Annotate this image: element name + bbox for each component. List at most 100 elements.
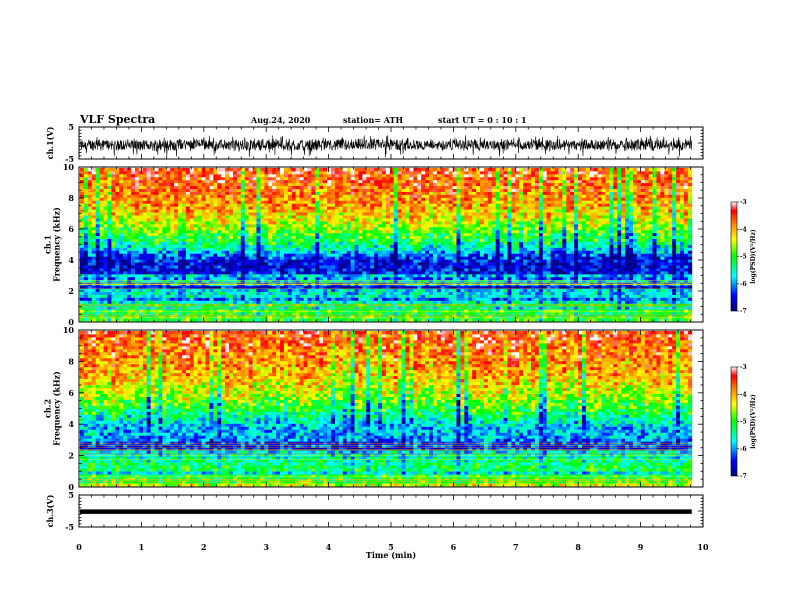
ch1-spectrogram-cell bbox=[574, 259, 579, 263]
ch1-spectrogram-cell bbox=[127, 232, 132, 237]
ch1-spectrogram-cell bbox=[448, 238, 453, 242]
ch1-spectrogram-cell bbox=[346, 265, 351, 269]
ch1-spectrogram-cell bbox=[483, 259, 489, 263]
ch1-spectrogram-cell bbox=[303, 259, 308, 263]
ch1-spectrogram-cell bbox=[91, 285, 97, 290]
ch1-spectrogram-cell bbox=[683, 291, 689, 295]
ch1-spectrogram-cell bbox=[574, 300, 579, 304]
ch1-spectrogram-cell bbox=[319, 303, 324, 307]
ch1-spectrogram-cell bbox=[142, 300, 148, 304]
ch1-spectrogram-cell bbox=[248, 315, 253, 319]
ch1-spectrogram-cell bbox=[668, 244, 673, 248]
ch1-spectrogram-cell bbox=[562, 270, 567, 275]
ch1-spectrogram-cell bbox=[452, 291, 457, 295]
ch1-spectrogram-cell bbox=[205, 291, 210, 295]
ch1-spectrogram-cell bbox=[668, 297, 673, 301]
ch1-spectrogram-cell bbox=[130, 288, 136, 292]
ch1-spectrogram-cell bbox=[534, 288, 540, 292]
ch1-spectrogram-cell bbox=[354, 285, 359, 290]
ch1-spectrogram-cell bbox=[676, 294, 681, 298]
ch1-spectrogram-cell bbox=[385, 315, 391, 319]
ch1-spectrogram-cell bbox=[334, 238, 340, 242]
ch1-spectrogram-cell bbox=[209, 235, 214, 240]
ch1-spectrogram-cell bbox=[495, 241, 501, 245]
ch1-spectrogram-cell bbox=[205, 279, 210, 284]
ch1-spectrogram-cell bbox=[672, 288, 677, 292]
ch1-spectrogram-cell bbox=[260, 273, 265, 278]
ch1-spectrogram-cell bbox=[519, 235, 524, 240]
ch1-spectrogram-cell bbox=[397, 232, 402, 237]
ch1-spectrogram-cell bbox=[158, 270, 163, 275]
ch1-spectrogram-cell bbox=[103, 256, 108, 260]
ch1-spectrogram-cell bbox=[334, 241, 340, 245]
ch1-spectrogram-cell bbox=[299, 294, 304, 298]
ch1-spectrogram-cell bbox=[456, 268, 461, 272]
ch1-spectrogram-cell bbox=[393, 312, 399, 316]
ch1-spectrogram-cell bbox=[613, 288, 618, 292]
ch1-spectrogram-cell bbox=[291, 256, 297, 260]
ch1-spectrogram-cell bbox=[452, 241, 457, 245]
ch1-spectrogram-cell bbox=[476, 309, 481, 313]
ch1-spectrogram-cell bbox=[119, 276, 124, 281]
ch1-spectrogram-cell bbox=[570, 294, 575, 298]
ch1-spectrogram-cell bbox=[378, 288, 383, 292]
ch1-spectrogram-cell bbox=[381, 268, 387, 272]
ch1-spectrogram-cell bbox=[425, 265, 430, 269]
ch1-spectrogram-cell bbox=[554, 300, 559, 304]
ch1-spectrogram-cell bbox=[680, 297, 685, 301]
ch1-spectrogram-cell bbox=[115, 291, 120, 295]
ch1-spectrogram-cell bbox=[225, 247, 230, 251]
ch1-spectrogram-cell bbox=[601, 238, 606, 242]
ch1-spectrogram-cell bbox=[570, 276, 575, 281]
ch1-spectrogram-cell bbox=[189, 247, 195, 251]
ch1-spectrogram-cell bbox=[519, 312, 524, 316]
ch1-spectrogram-cell bbox=[585, 265, 591, 269]
ch1-spectrogram-cell bbox=[276, 294, 281, 298]
ch1-spectrogram-cell bbox=[534, 309, 540, 313]
ch1-spectrogram-cell bbox=[311, 273, 316, 278]
ch1-spectrogram-cell bbox=[566, 297, 571, 301]
ch1-spectrogram-cell bbox=[252, 247, 257, 251]
ch1-spectrogram-cell bbox=[605, 244, 610, 248]
ch1-spectrogram-cell bbox=[319, 270, 324, 275]
ch1-spectrogram-cell bbox=[546, 247, 551, 251]
ch1-spectrogram-cell bbox=[625, 262, 630, 266]
ch1-spectrogram-cell bbox=[80, 232, 85, 237]
ch1-spectrogram-cell bbox=[205, 265, 210, 269]
ch1-spectrogram-cell bbox=[236, 300, 242, 304]
ch1-spectrogram-cell bbox=[472, 229, 477, 234]
ch1-spectrogram-cell bbox=[613, 285, 618, 290]
ch1-spectrogram-cell bbox=[240, 288, 246, 292]
ch1-spectrogram-cell bbox=[660, 268, 665, 272]
ch1-spectrogram-cell bbox=[189, 259, 195, 263]
ch1-spectrogram-cell bbox=[287, 229, 293, 234]
ch1-spectrogram-cell bbox=[605, 297, 610, 301]
ch1-spectrogram-cell bbox=[464, 229, 469, 234]
ch1-spectrogram-cell bbox=[581, 273, 587, 278]
ch1-spectrogram-cell bbox=[99, 279, 104, 284]
ch1-spectrogram-cell bbox=[119, 273, 124, 278]
ch1-spectrogram-cell bbox=[240, 229, 246, 234]
ch1-spectrogram-cell bbox=[123, 294, 128, 298]
ch1-spectrogram-cell bbox=[381, 285, 387, 290]
ch1-spectrogram-cell bbox=[99, 244, 104, 248]
ch1-spectrogram-cell bbox=[515, 285, 520, 290]
ch1-spectrogram-cell bbox=[511, 309, 516, 313]
ch1-spectrogram-cell bbox=[103, 262, 108, 266]
ch1-spectrogram-cell bbox=[393, 291, 399, 295]
ch1-spectrogram-cell bbox=[248, 270, 253, 275]
ch1-spectrogram-cell bbox=[511, 268, 516, 272]
ch1-spectrogram-cell bbox=[130, 291, 136, 295]
ch1-spectrogram-cell bbox=[327, 229, 332, 234]
ch1-spectrogram-cell bbox=[162, 259, 167, 263]
ch1-spectrogram-cell bbox=[225, 229, 230, 234]
ch1-spectrogram-cell bbox=[417, 291, 422, 295]
ch1-spectrogram-cell bbox=[303, 241, 308, 245]
ch1-spectrogram-cell bbox=[550, 232, 555, 237]
ch1-spectrogram-cell bbox=[448, 297, 453, 301]
ch1-spectrogram-cell bbox=[283, 256, 289, 260]
ch1-spectrogram-cell bbox=[178, 270, 183, 275]
ch1-spectrogram-cell bbox=[154, 279, 159, 284]
ch1-spectrogram-cell bbox=[480, 259, 485, 263]
ch1-spectrogram-cell bbox=[374, 279, 379, 284]
